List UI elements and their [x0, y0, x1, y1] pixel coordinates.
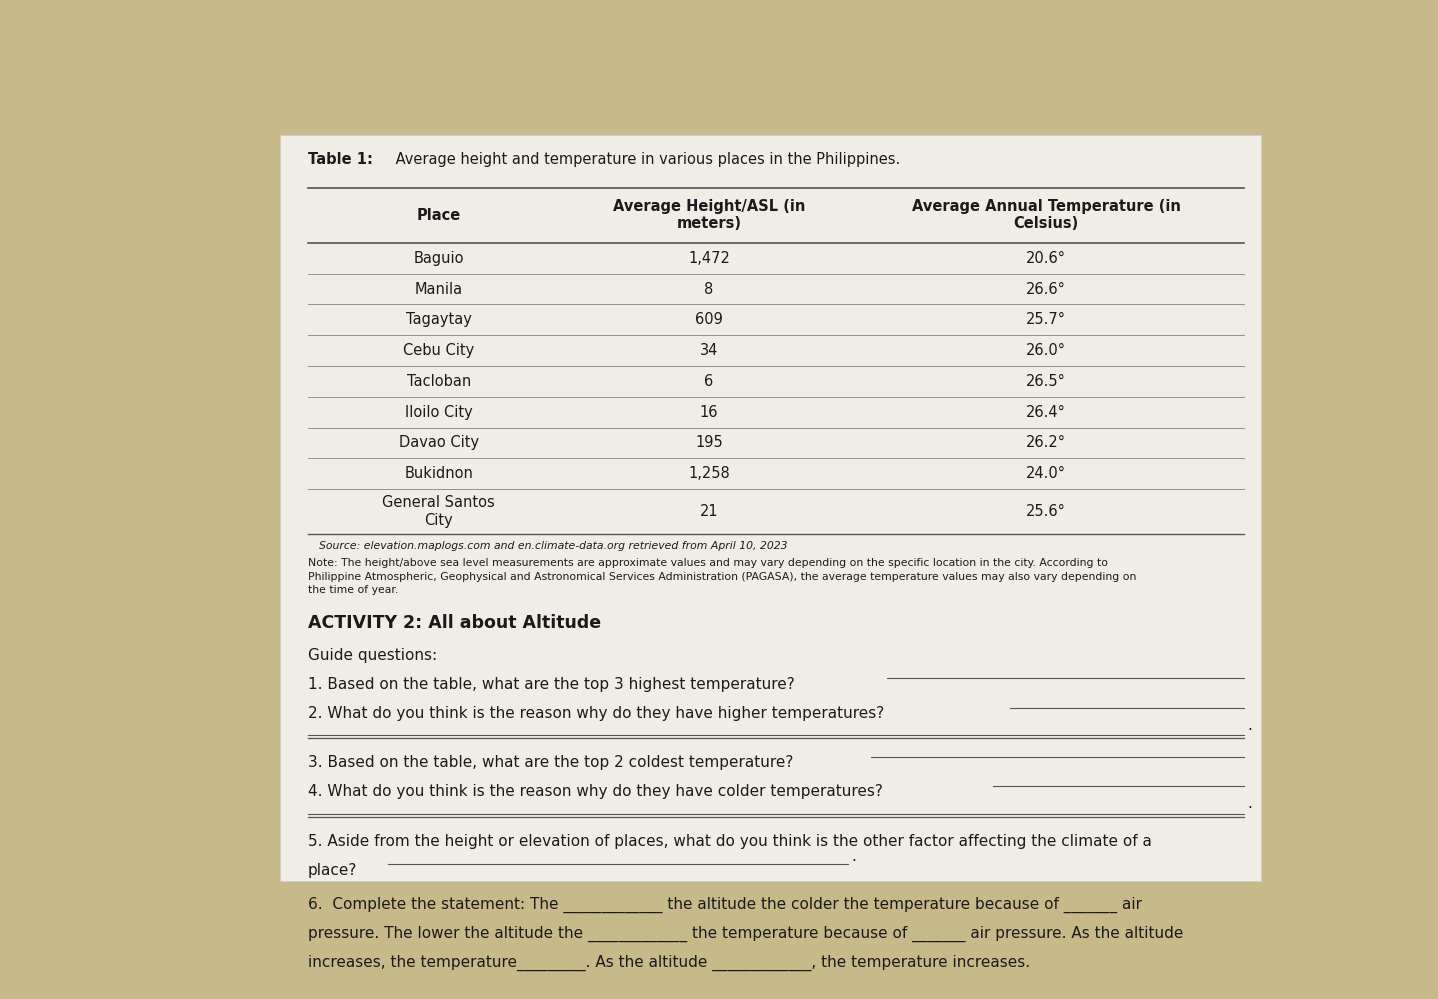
FancyBboxPatch shape	[280, 135, 1261, 881]
Text: 1,472: 1,472	[689, 251, 731, 266]
Text: Davao City: Davao City	[398, 436, 479, 451]
Text: 609: 609	[695, 313, 723, 328]
Text: Note: The height/above sea level measurements are approximate values and may var: Note: The height/above sea level measure…	[308, 558, 1136, 594]
Text: General Santos
City: General Santos City	[383, 496, 495, 527]
Text: Source: elevation.maplogs.com and en.climate-data.org retrieved from April 10, 2: Source: elevation.maplogs.com and en.cli…	[319, 541, 788, 551]
Text: 25.6°: 25.6°	[1027, 503, 1066, 518]
Text: 1. Based on the table, what are the top 3 highest temperature?: 1. Based on the table, what are the top …	[308, 676, 795, 691]
Text: .: .	[1247, 796, 1252, 811]
Text: Manila: Manila	[414, 282, 463, 297]
Text: place?: place?	[308, 863, 357, 878]
Text: 26.2°: 26.2°	[1027, 436, 1066, 451]
Text: 25.7°: 25.7°	[1027, 313, 1066, 328]
Text: 6.  Complete the statement: The _____________ the altitude the colder the temper: 6. Complete the statement: The _________…	[308, 897, 1142, 913]
Text: 16: 16	[700, 405, 719, 420]
Text: Baguio: Baguio	[414, 251, 464, 266]
Text: Average Annual Temperature (in
Celsius): Average Annual Temperature (in Celsius)	[912, 199, 1181, 232]
Text: 2. What do you think is the reason why do they have higher temperatures?: 2. What do you think is the reason why d…	[308, 706, 884, 721]
Text: Cebu City: Cebu City	[403, 343, 475, 359]
Text: 5. Aside from the height or elevation of places, what do you think is the other : 5. Aside from the height or elevation of…	[308, 834, 1152, 849]
Text: Place: Place	[417, 208, 462, 223]
Text: 1,258: 1,258	[689, 467, 731, 482]
Text: Bukidnon: Bukidnon	[404, 467, 473, 482]
Text: .: .	[1247, 718, 1252, 733]
Text: Average height and temperature in various places in the Philippines.: Average height and temperature in variou…	[391, 152, 900, 167]
Text: 34: 34	[700, 343, 719, 359]
Text: increases, the temperature_________. As the altitude _____________, the temperat: increases, the temperature_________. As …	[308, 955, 1030, 971]
Text: Average Height/ASL (in
meters): Average Height/ASL (in meters)	[613, 199, 805, 232]
Text: 24.0°: 24.0°	[1027, 467, 1066, 482]
Text: 26.5°: 26.5°	[1027, 374, 1066, 389]
Text: Guide questions:: Guide questions:	[308, 647, 437, 662]
Text: 4. What do you think is the reason why do they have colder temperatures?: 4. What do you think is the reason why d…	[308, 784, 883, 799]
Text: 195: 195	[695, 436, 723, 451]
Text: 26.4°: 26.4°	[1027, 405, 1066, 420]
Text: 3. Based on the table, what are the top 2 coldest temperature?: 3. Based on the table, what are the top …	[308, 755, 794, 770]
Text: .: .	[851, 849, 857, 864]
Text: Tacloban: Tacloban	[407, 374, 472, 389]
Text: 6: 6	[705, 374, 713, 389]
Text: Iloilo City: Iloilo City	[406, 405, 473, 420]
Text: Table 1:: Table 1:	[308, 152, 372, 167]
Text: 26.0°: 26.0°	[1027, 343, 1066, 359]
Text: ACTIVITY 2: All about Altitude: ACTIVITY 2: All about Altitude	[308, 613, 601, 631]
Text: 8: 8	[705, 282, 713, 297]
Text: 21: 21	[700, 503, 719, 518]
Text: 20.6°: 20.6°	[1027, 251, 1066, 266]
Text: pressure. The lower the altitude the _____________ the temperature because of __: pressure. The lower the altitude the ___…	[308, 926, 1183, 942]
Text: 26.6°: 26.6°	[1027, 282, 1066, 297]
Text: Tagaytay: Tagaytay	[406, 313, 472, 328]
